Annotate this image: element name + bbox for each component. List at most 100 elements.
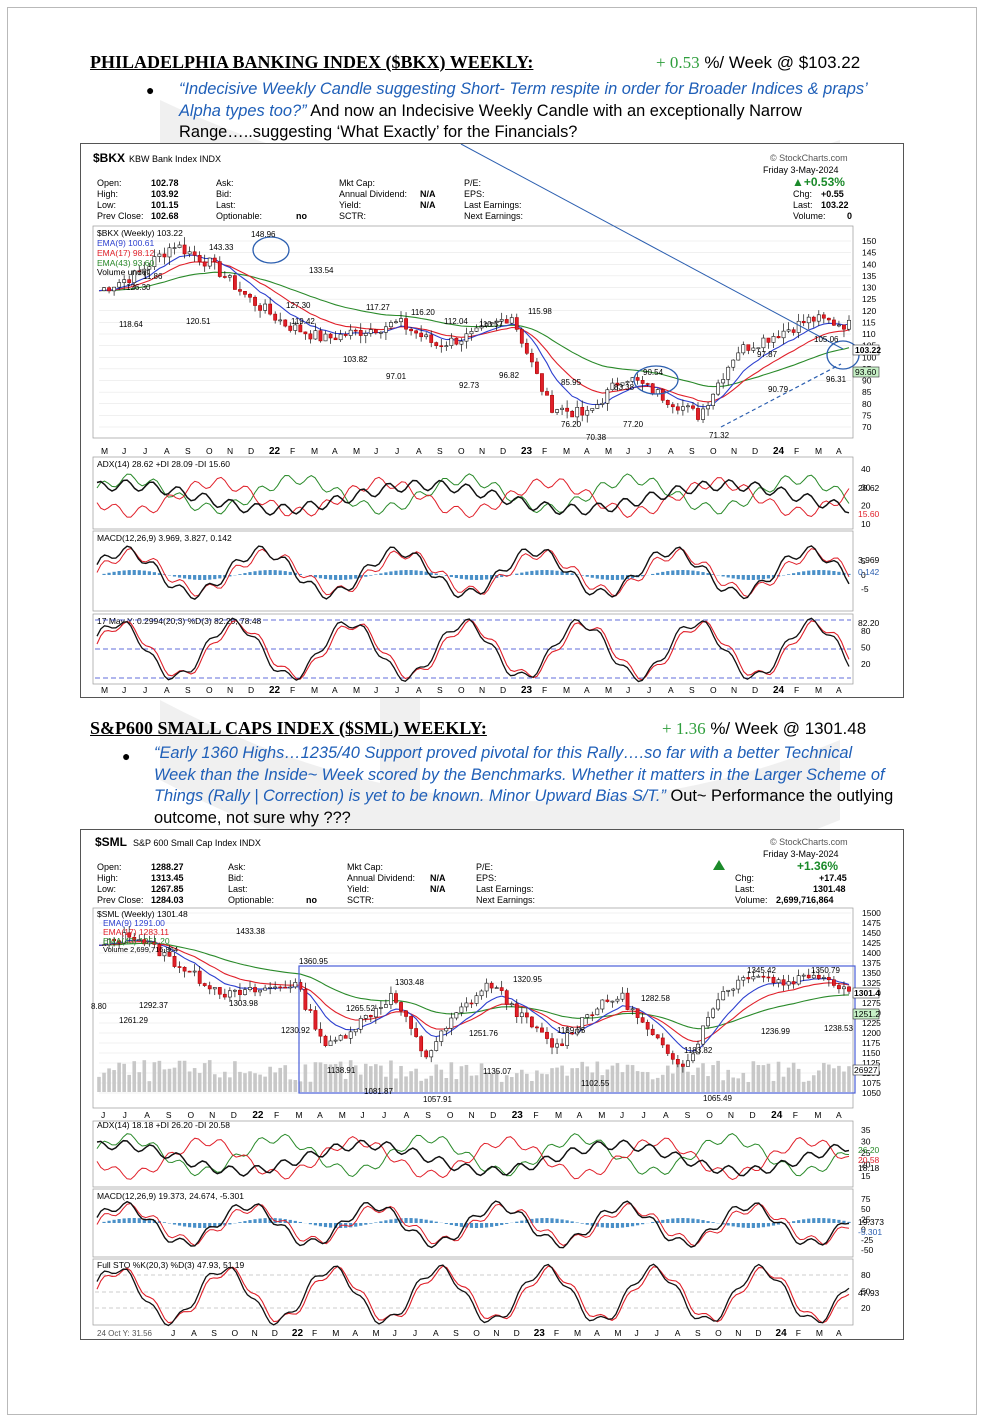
candle-body: [847, 319, 851, 330]
sml-volume-box: [852, 1064, 880, 1076]
bkx-macd-panel: [92, 530, 854, 612]
candle-body: [127, 932, 132, 938]
time-tick-label: O: [706, 1110, 713, 1120]
candle-body: [791, 981, 796, 985]
time-tick-label: O: [473, 1328, 480, 1338]
candle-body: [378, 1007, 383, 1009]
volume-bar: [303, 1064, 308, 1092]
macd-histogram-bar: [288, 571, 292, 575]
volume-bar: [595, 1061, 600, 1092]
macd-histogram-bar: [102, 573, 106, 575]
volume-bar: [620, 1072, 625, 1092]
candle-body: [363, 1015, 368, 1019]
bkx-adx-end: 28.62: [858, 483, 880, 493]
price-annotation: 127.30: [286, 301, 311, 310]
macd-histogram-bar: [479, 575, 484, 580]
time-tick-label: O: [187, 1110, 194, 1120]
time-tick-label: J: [395, 685, 399, 695]
candle-body: [675, 406, 680, 411]
candle-body: [842, 986, 846, 990]
candle-body: [514, 1003, 519, 1017]
volume-bar: [238, 1071, 242, 1092]
time-tick-label: A: [317, 1110, 323, 1120]
time-tick-label: 22: [292, 1328, 304, 1339]
macd-histogram-bar: [535, 1218, 539, 1223]
volume-bar: [550, 1068, 554, 1092]
sml-macd-end: 19.373: [858, 1217, 884, 1227]
volume-bar: [399, 1065, 403, 1092]
macd-histogram-bar: [157, 573, 162, 575]
volume-bar: [676, 1064, 680, 1092]
time-tick-label: S: [437, 446, 443, 456]
sml-macd-end: -5.301: [858, 1227, 882, 1237]
time-tick-label: J: [374, 446, 378, 456]
candle-body: [187, 251, 192, 255]
axis-tick-label: 30: [861, 1137, 871, 1147]
quote-label: Ask:: [216, 178, 234, 188]
macd-histogram-bar: [741, 575, 745, 580]
macd-histogram-bar: [243, 573, 247, 575]
macd-histogram-bar: [344, 575, 348, 580]
macd-histogram-bar: [107, 1220, 111, 1223]
macd-histogram-bar: [384, 1220, 388, 1223]
time-tick-label: J: [360, 1110, 364, 1120]
quote-value: 103.92: [151, 189, 179, 199]
candle-body: [736, 352, 741, 361]
time-tick-label: N: [731, 446, 737, 456]
candle-body: [796, 320, 801, 333]
candle-body: [137, 270, 142, 273]
bkx-perf-rest: %/ Week @ $103.22: [699, 53, 861, 72]
volume-bar: [474, 1075, 479, 1092]
macd-histogram-bar: [484, 1223, 489, 1228]
macd-histogram-bar: [379, 1221, 383, 1223]
macd-histogram-bar: [464, 575, 469, 580]
volume-bar: [212, 1074, 217, 1092]
candle-body: [550, 1038, 554, 1048]
fund-label: Annual Dividend:: [347, 873, 415, 883]
bkx-weekly-performance: + 0.53 %/ Week @ $103.22: [656, 53, 860, 73]
price-annotation: 90.79: [768, 385, 789, 394]
macd-histogram-bar: [404, 1218, 408, 1223]
candle-body: [806, 974, 811, 979]
candle-body: [464, 333, 469, 342]
bkx-highlight-circle: [633, 365, 679, 395]
volume-bar: [625, 1064, 630, 1092]
candle-body: [439, 1030, 444, 1042]
time-tick-label: 23: [521, 446, 533, 457]
time-tick-label: O: [447, 1110, 454, 1120]
candle-body: [212, 987, 217, 990]
candle-body: [102, 287, 106, 291]
macd-histogram-bar: [490, 1223, 494, 1227]
candle-body: [741, 344, 746, 354]
candle-body: [182, 966, 187, 972]
axis-tick-label: 1075: [862, 1078, 881, 1088]
candle-body: [248, 987, 252, 991]
time-tick-label: N: [735, 1328, 741, 1338]
right-label: Last:: [793, 200, 813, 210]
macd-histogram-bar: [711, 574, 715, 575]
price-annotation: 112.04: [444, 317, 468, 326]
candle-body: [358, 330, 363, 336]
axis-tick-label: 35: [861, 1125, 871, 1135]
price-annotation: 133.54: [309, 266, 334, 275]
indicator-line: [96, 547, 850, 598]
candle-body: [107, 938, 111, 946]
bkx-sto-panel: [92, 613, 854, 685]
fund-label: EPS:: [476, 873, 497, 883]
time-tick-label: F: [290, 685, 295, 695]
macd-histogram-bar: [550, 570, 554, 575]
quote-value: 102.68: [151, 211, 179, 221]
time-tick-label: A: [675, 1328, 681, 1338]
macd-histogram-bar: [384, 572, 388, 575]
axis-tick-label: 80: [861, 1270, 871, 1280]
candle-body: [816, 314, 821, 322]
price-annotation: 1303.48: [395, 978, 424, 987]
volume-bar: [192, 1068, 197, 1092]
macd-histogram-bar: [505, 575, 509, 576]
volume-bar: [182, 1060, 187, 1092]
macd-histogram-bar: [630, 1223, 635, 1227]
macd-histogram-bar: [761, 575, 766, 580]
price-annotation: 1138.91: [327, 1066, 356, 1075]
candle-body: [620, 382, 625, 386]
right-value: 103.22: [821, 200, 849, 210]
